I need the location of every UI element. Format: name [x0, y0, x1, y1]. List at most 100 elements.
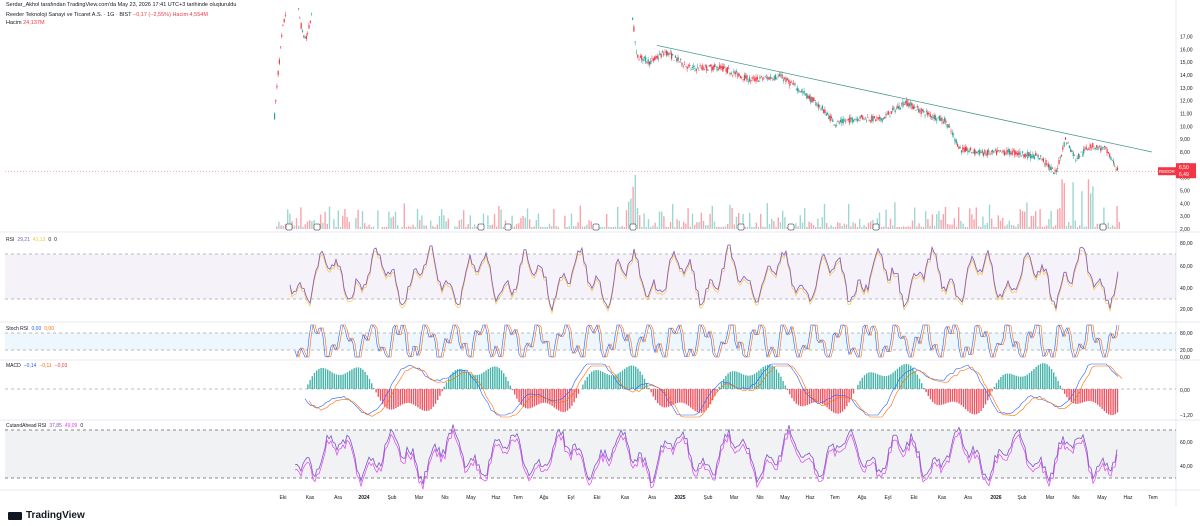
volume-bar	[1015, 226, 1017, 229]
volume-bar	[973, 219, 975, 229]
candle-body	[825, 113, 827, 116]
volume-bar	[1098, 223, 1101, 229]
volume-bar	[907, 226, 909, 229]
candle-body	[925, 111, 927, 113]
volume-bar	[1035, 211, 1037, 229]
candle-body	[1049, 166, 1051, 170]
volume-bar	[925, 210, 927, 229]
candle-body	[860, 114, 862, 118]
macd-histogram-bar	[962, 389, 965, 408]
candle-body	[1040, 155, 1042, 157]
volume-bar	[742, 214, 744, 229]
candle-body	[867, 117, 869, 118]
volume-bar	[1074, 220, 1076, 229]
macd-histogram-bar	[753, 373, 756, 389]
volume-bar	[958, 207, 960, 229]
time-axis-label: Tem	[513, 495, 522, 501]
volume-bar	[949, 224, 951, 229]
price-candles	[5, 8, 1176, 175]
volume-bar	[1072, 182, 1074, 229]
candle-body	[759, 76, 761, 79]
price-axis-label: 5,00	[1180, 188, 1190, 194]
volume-bar	[771, 218, 773, 229]
volume-bar	[768, 224, 771, 229]
volume-bar	[1116, 206, 1118, 229]
candle-body	[730, 72, 732, 75]
macd-histogram-bar	[621, 370, 624, 389]
volume-bar	[568, 226, 570, 229]
candle-body	[1053, 172, 1055, 175]
candle-body	[984, 150, 986, 154]
volume-bar	[821, 217, 823, 229]
volume-bar	[460, 219, 463, 229]
candle-body	[309, 21, 311, 23]
volume-bar	[639, 215, 641, 229]
candle-body	[830, 116, 833, 119]
macd-histogram-bar	[1055, 376, 1057, 389]
volume-bar	[1024, 211, 1026, 229]
candle-body	[765, 77, 768, 78]
candle-body	[803, 91, 805, 94]
volume-bar	[276, 226, 278, 229]
cut-axis-label: 40,00	[1180, 464, 1193, 470]
rsi-band	[5, 254, 1176, 299]
macd-histogram-bar	[978, 389, 980, 414]
macd-histogram-bar	[507, 381, 509, 389]
candle-body	[916, 106, 918, 108]
volume-bar	[746, 226, 749, 229]
candle-body	[751, 77, 753, 79]
volume-bar	[852, 222, 854, 229]
macd-histogram-bar	[529, 389, 531, 409]
volume-bar	[309, 220, 311, 229]
macd-histogram-bar	[619, 372, 621, 389]
volume-bar	[1046, 225, 1048, 229]
candle-body	[680, 58, 682, 60]
volume-bar	[885, 209, 887, 229]
volume-bar	[513, 226, 515, 229]
candle-body	[1116, 167, 1119, 171]
candle-body	[283, 18, 285, 23]
volume-bar	[443, 215, 445, 229]
volume-bar	[617, 207, 619, 229]
macd-histogram-bar	[500, 370, 503, 389]
candle-body	[716, 66, 718, 71]
macd-histogram-bar	[848, 389, 850, 403]
candle-body	[665, 50, 667, 56]
macd-histogram-bar	[1064, 389, 1066, 394]
macd-histogram-bar	[747, 375, 749, 389]
candle-body	[699, 65, 701, 67]
volume-bar	[786, 226, 788, 229]
volume-bar	[1043, 226, 1046, 229]
candle-body	[703, 68, 705, 70]
candle-body	[949, 126, 951, 127]
candle-body	[863, 118, 865, 120]
earnings-marker-icon	[787, 223, 795, 231]
macd-histogram-bar	[454, 370, 456, 389]
macd-histogram-bar	[956, 389, 958, 403]
volume-bar	[938, 210, 940, 229]
macd-histogram-bar	[751, 374, 753, 389]
candle-body	[305, 36, 307, 40]
macd-histogram-bar	[910, 365, 912, 389]
volume-bar	[806, 226, 808, 229]
chart-canvas[interactable]: 17,00 16,00 15,00 14,00 13,00 12,00 11,00 10,00…	[0, 0, 1200, 506]
volume-bar	[289, 213, 291, 229]
volume-bar	[691, 213, 694, 229]
macd-histogram-bar	[877, 374, 879, 389]
volume-bar	[328, 206, 331, 229]
volume-bar	[287, 209, 289, 229]
macd-histogram-bar	[386, 389, 388, 409]
volume-bar	[412, 224, 414, 229]
candle-body	[1038, 158, 1041, 160]
volume-bar	[663, 216, 665, 229]
macd-histogram-bar	[599, 370, 602, 389]
rsi-legend: RSI 29,21 41,13 0 0	[6, 237, 57, 243]
candle-body	[710, 64, 712, 67]
macd-histogram-bar	[518, 389, 520, 403]
candle-body	[300, 23, 302, 29]
macd-axis-label: −1,20	[1180, 413, 1193, 419]
macd-histogram-bar	[943, 389, 945, 405]
candle-body	[810, 96, 812, 102]
volume-bar	[632, 186, 634, 229]
volume-bar	[606, 213, 608, 229]
